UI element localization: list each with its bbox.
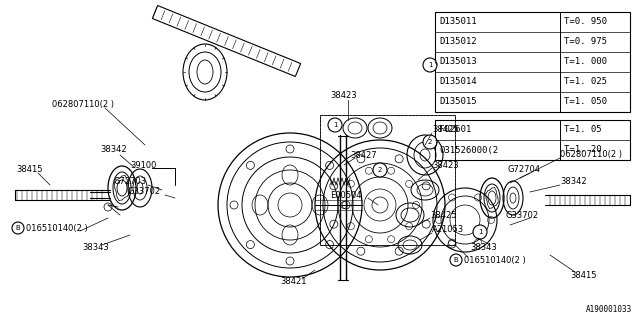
Text: D135012: D135012 (439, 37, 477, 46)
Text: G33702: G33702 (505, 211, 538, 220)
Circle shape (473, 225, 487, 239)
Text: 062807110(2 ): 062807110(2 ) (560, 150, 622, 159)
Text: 38415: 38415 (570, 270, 596, 279)
Text: 016510140(2 ): 016510140(2 ) (26, 223, 88, 233)
Text: T=1. 20: T=1. 20 (564, 146, 602, 155)
Bar (435, 12, 630, 112)
Text: F02601: F02601 (439, 125, 471, 134)
Bar (320, 115, 455, 245)
Text: T=1. 05: T=1. 05 (564, 125, 602, 134)
Text: 2: 2 (378, 167, 382, 173)
Text: D135015: D135015 (439, 98, 477, 107)
Circle shape (423, 135, 437, 149)
Text: 38421: 38421 (280, 277, 307, 286)
Text: 062807110(2 ): 062807110(2 ) (52, 100, 114, 109)
Text: T=0. 950: T=0. 950 (564, 18, 607, 27)
Polygon shape (152, 5, 301, 76)
Text: B: B (15, 225, 20, 231)
Text: T=1. 050: T=1. 050 (564, 98, 607, 107)
Text: 38423: 38423 (330, 91, 356, 100)
Text: G72703: G72703 (113, 178, 146, 187)
Text: T=1. 025: T=1. 025 (564, 77, 607, 86)
Bar (435, 120, 630, 160)
Text: A190001033: A190001033 (586, 306, 632, 315)
Text: 016510140(2 ): 016510140(2 ) (464, 255, 525, 265)
Text: D135013: D135013 (439, 58, 477, 67)
Text: D135011: D135011 (439, 18, 477, 27)
Text: 38343: 38343 (470, 244, 497, 252)
Text: T=1. 000: T=1. 000 (564, 58, 607, 67)
Circle shape (423, 58, 437, 72)
Text: 1: 1 (333, 122, 337, 128)
Circle shape (450, 254, 462, 266)
Text: 38342: 38342 (560, 178, 587, 187)
Circle shape (12, 222, 24, 234)
Text: 38425: 38425 (432, 125, 458, 134)
Text: T=0. 975: T=0. 975 (564, 37, 607, 46)
Text: 1: 1 (477, 229, 483, 235)
Text: B: B (454, 257, 458, 263)
Text: 38423: 38423 (432, 161, 459, 170)
Text: 38342: 38342 (100, 146, 127, 155)
Circle shape (373, 163, 387, 177)
Text: 38415: 38415 (16, 165, 42, 174)
Text: 031526000(2: 031526000(2 (439, 146, 498, 155)
Text: 2: 2 (428, 139, 432, 145)
Bar (320, 115, 455, 245)
Text: G72704: G72704 (508, 165, 541, 174)
Text: E00504: E00504 (330, 190, 362, 199)
Text: G33702: G33702 (128, 188, 161, 196)
Text: 1: 1 (428, 62, 432, 68)
Text: 38427: 38427 (350, 150, 376, 159)
Text: A21053: A21053 (432, 226, 464, 235)
Text: D135014: D135014 (439, 77, 477, 86)
Circle shape (328, 118, 342, 132)
Text: 39100: 39100 (130, 161, 156, 170)
Text: 38343: 38343 (82, 244, 109, 252)
Text: 38425: 38425 (430, 211, 456, 220)
